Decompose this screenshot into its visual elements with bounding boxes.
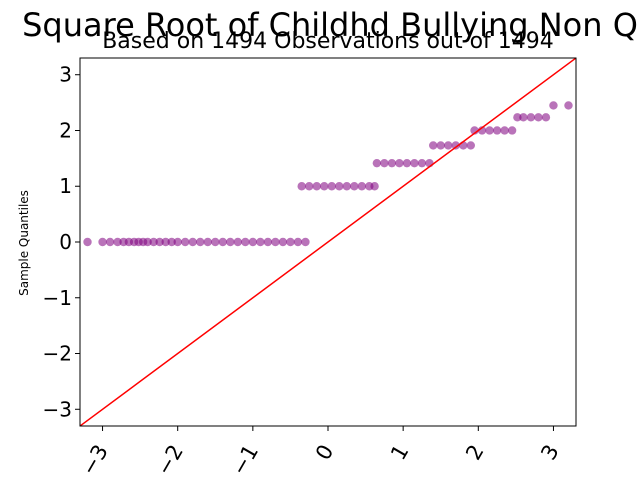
y-tick-label: 2 xyxy=(59,118,72,142)
data-point xyxy=(492,126,502,135)
data-point xyxy=(312,182,321,191)
data-point xyxy=(395,158,404,168)
data-point xyxy=(143,237,152,247)
data-point xyxy=(444,141,453,150)
data-point xyxy=(466,141,475,150)
data-point xyxy=(297,182,306,191)
data-point xyxy=(507,126,517,135)
x-tick-label: −3 xyxy=(77,441,113,480)
y-tick-label: −2 xyxy=(43,342,72,366)
data-point xyxy=(256,237,265,247)
data-point xyxy=(301,237,310,247)
data-point xyxy=(436,141,445,150)
data-point xyxy=(541,113,551,122)
data-point xyxy=(370,182,379,191)
data-point xyxy=(263,237,273,247)
data-point xyxy=(549,101,558,110)
data-point xyxy=(293,237,303,247)
data-point xyxy=(451,141,460,150)
data-point xyxy=(500,126,509,135)
data-point xyxy=(83,237,92,247)
y-tick-label: 3 xyxy=(59,63,72,87)
data-point xyxy=(564,101,573,110)
x-tick-label: 1 xyxy=(386,441,413,465)
data-point xyxy=(402,158,412,168)
data-point xyxy=(320,182,329,191)
chart-title: Square Root of Childhd Bullying Non Q xyxy=(22,6,638,44)
data-point xyxy=(161,237,170,247)
data-point xyxy=(203,237,212,247)
data-point xyxy=(380,158,389,168)
y-axis-label: Sample Quantiles xyxy=(17,190,31,296)
data-point xyxy=(335,182,344,191)
data-point xyxy=(113,237,122,247)
data-point xyxy=(271,237,280,247)
data-point xyxy=(534,113,543,122)
data-points xyxy=(83,101,573,247)
x-tick-label: 3 xyxy=(536,441,563,465)
data-point xyxy=(342,182,351,191)
data-point xyxy=(410,158,419,168)
x-tick-label: 0 xyxy=(311,441,338,465)
data-point xyxy=(278,237,288,247)
x-tick-label: 2 xyxy=(461,441,488,465)
reference-line xyxy=(80,58,576,426)
data-point xyxy=(350,182,359,191)
data-point xyxy=(526,113,536,122)
data-point xyxy=(305,182,314,191)
data-point xyxy=(417,158,427,168)
data-point xyxy=(155,237,164,247)
data-point xyxy=(98,237,107,247)
data-point xyxy=(218,237,227,247)
x-axis: −3 −2 −1 0 1 2 3 xyxy=(77,426,564,479)
data-point xyxy=(357,182,367,191)
x-tick-label: −1 xyxy=(227,441,263,480)
chart-subtitle: Based on 1494 Observations out of 1494 xyxy=(102,29,554,54)
data-point xyxy=(327,182,336,191)
data-point xyxy=(181,237,190,247)
data-point xyxy=(167,237,176,247)
y-tick-label: −3 xyxy=(43,397,72,421)
data-point xyxy=(372,158,382,168)
data-point xyxy=(173,237,182,247)
y-axis: −3 −2 −1 0 1 2 3 xyxy=(43,63,80,421)
data-point xyxy=(387,158,397,168)
data-point xyxy=(233,237,243,247)
data-point xyxy=(226,237,235,247)
data-point xyxy=(241,237,250,247)
data-point xyxy=(149,237,158,247)
data-point xyxy=(485,126,494,135)
data-point xyxy=(286,237,295,247)
x-tick-label: −2 xyxy=(152,441,188,480)
data-point xyxy=(513,113,522,122)
data-point xyxy=(188,237,197,247)
y-tick-label: 0 xyxy=(59,230,72,254)
data-point xyxy=(248,237,258,247)
data-point xyxy=(196,237,205,247)
y-tick-label: 1 xyxy=(59,174,72,198)
data-point xyxy=(105,237,115,247)
data-point xyxy=(429,141,438,150)
data-point xyxy=(211,237,220,247)
y-tick-label: −1 xyxy=(43,286,72,310)
data-point xyxy=(519,113,528,122)
